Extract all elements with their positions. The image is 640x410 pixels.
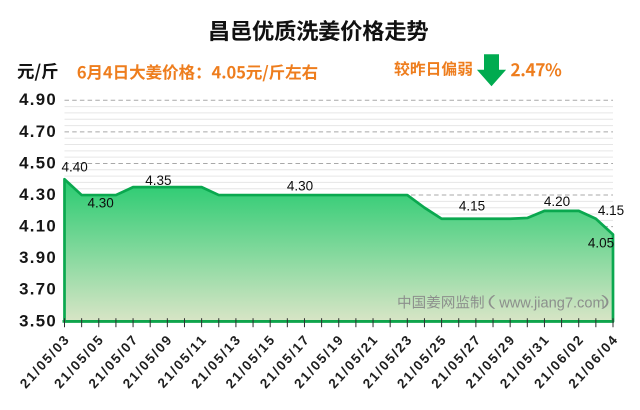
svg-text:3.70: 3.70 <box>19 280 57 299</box>
svg-text:4.10: 4.10 <box>19 217 57 236</box>
svg-text:4.30: 4.30 <box>287 178 313 193</box>
svg-text:4.05: 4.05 <box>588 236 614 251</box>
svg-text:4.70: 4.70 <box>19 122 57 141</box>
svg-text:4.40: 4.40 <box>61 159 87 174</box>
svg-text:www.jiang7.com: www.jiang7.com <box>498 296 604 312</box>
svg-text:4.20: 4.20 <box>544 194 570 209</box>
svg-text:3.50: 3.50 <box>19 311 57 330</box>
svg-text:4.90: 4.90 <box>19 90 57 109</box>
svg-text:4.30: 4.30 <box>87 196 113 211</box>
svg-text:4.30: 4.30 <box>19 185 57 204</box>
svg-text:4.35: 4.35 <box>145 173 171 188</box>
svg-text:4.15: 4.15 <box>459 199 485 214</box>
svg-text:4.15: 4.15 <box>598 203 624 218</box>
svg-text:4.50: 4.50 <box>19 153 57 172</box>
svg-text:3.90: 3.90 <box>19 248 57 267</box>
